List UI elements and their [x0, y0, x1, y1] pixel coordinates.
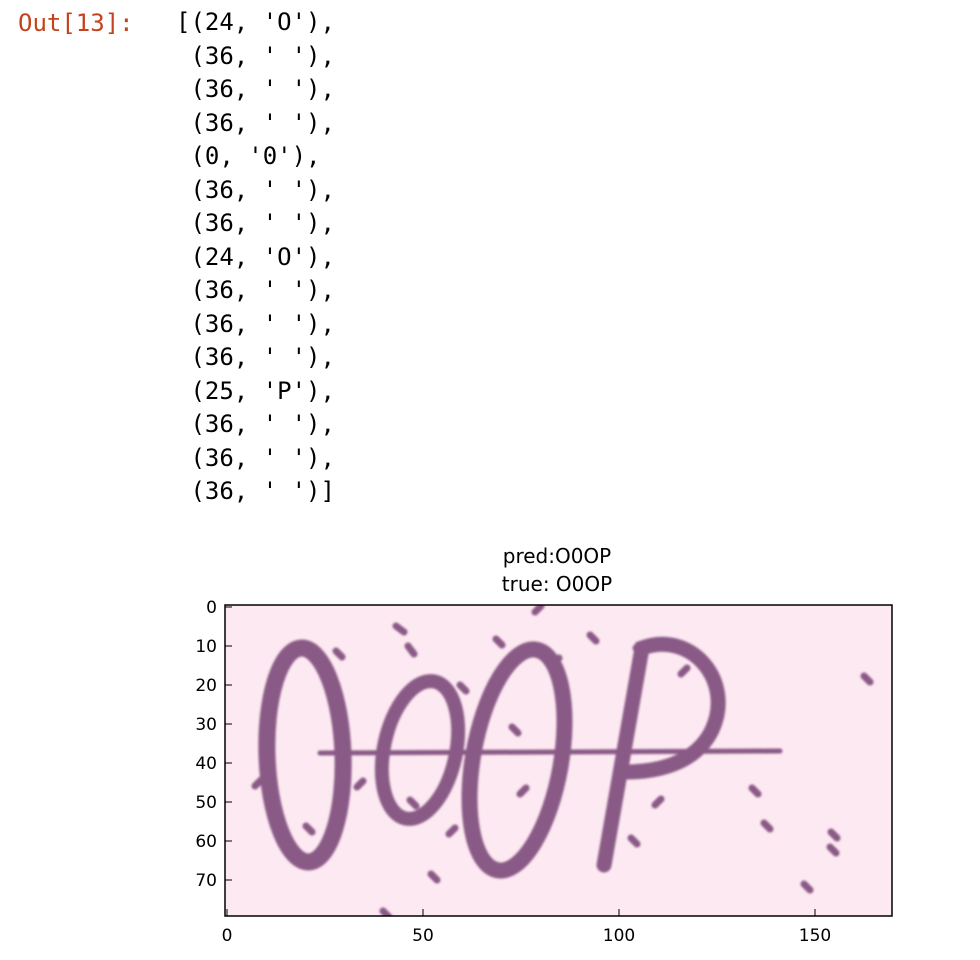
figure-title-pred: pred:O0OP — [503, 544, 612, 568]
y-tick-label: 20 — [195, 676, 217, 696]
captcha-strike-line — [317, 748, 783, 756]
x-tick-label: 0 — [222, 926, 233, 946]
x-tick-label: 50 — [412, 926, 434, 946]
output-line: (36, ' '), — [176, 209, 335, 237]
output-prompt: Out[13]: — [18, 9, 134, 37]
output-line: (36, ' '), — [176, 443, 335, 472]
output-line: (36, ' '), — [176, 75, 335, 103]
output-line: (36, ' '), — [176, 309, 335, 338]
output-line: (0, '0'), — [176, 142, 321, 170]
captcha-ink — [251, 605, 874, 916]
output-line: (24, 'O'), — [176, 242, 335, 271]
y-tick-label: 10 — [195, 637, 217, 657]
y-axis — [225, 606, 232, 881]
output-line: (36, ' ')] — [176, 477, 335, 505]
x-tick-label: 100 — [603, 926, 635, 946]
captcha-glyph-p — [596, 636, 726, 873]
output-line: (36, ' '), — [176, 343, 335, 371]
y-tick-label: 50 — [195, 793, 217, 813]
y-tick-label: 30 — [195, 715, 217, 735]
output-line: (36, ' '), — [176, 410, 335, 438]
output-line: (36, ' '), — [176, 175, 335, 204]
output-line: [(24, 'O'), — [176, 8, 335, 36]
output-text: [(24, 'O'), (36, ' '), (36, ' '), (36, '… — [176, 6, 335, 509]
x-axis — [226, 909, 816, 916]
output-line: (36, ' '), — [176, 276, 335, 304]
y-tick-label: 40 — [195, 754, 217, 774]
output-line: (36, ' '), — [176, 41, 335, 70]
figure-title-true: true: O0OP — [502, 572, 612, 596]
captcha-glyph-zero — [374, 674, 466, 826]
y-tick-label: 0 — [206, 598, 217, 618]
output-line: (25, 'P'), — [176, 376, 335, 405]
x-tick-label: 150 — [799, 926, 831, 946]
output-line: (36, ' '), — [176, 108, 335, 137]
y-tick-label: 70 — [195, 871, 217, 891]
y-tick-label: 60 — [195, 832, 217, 852]
axes-frame — [224, 604, 893, 917]
captcha-noise — [251, 605, 874, 916]
